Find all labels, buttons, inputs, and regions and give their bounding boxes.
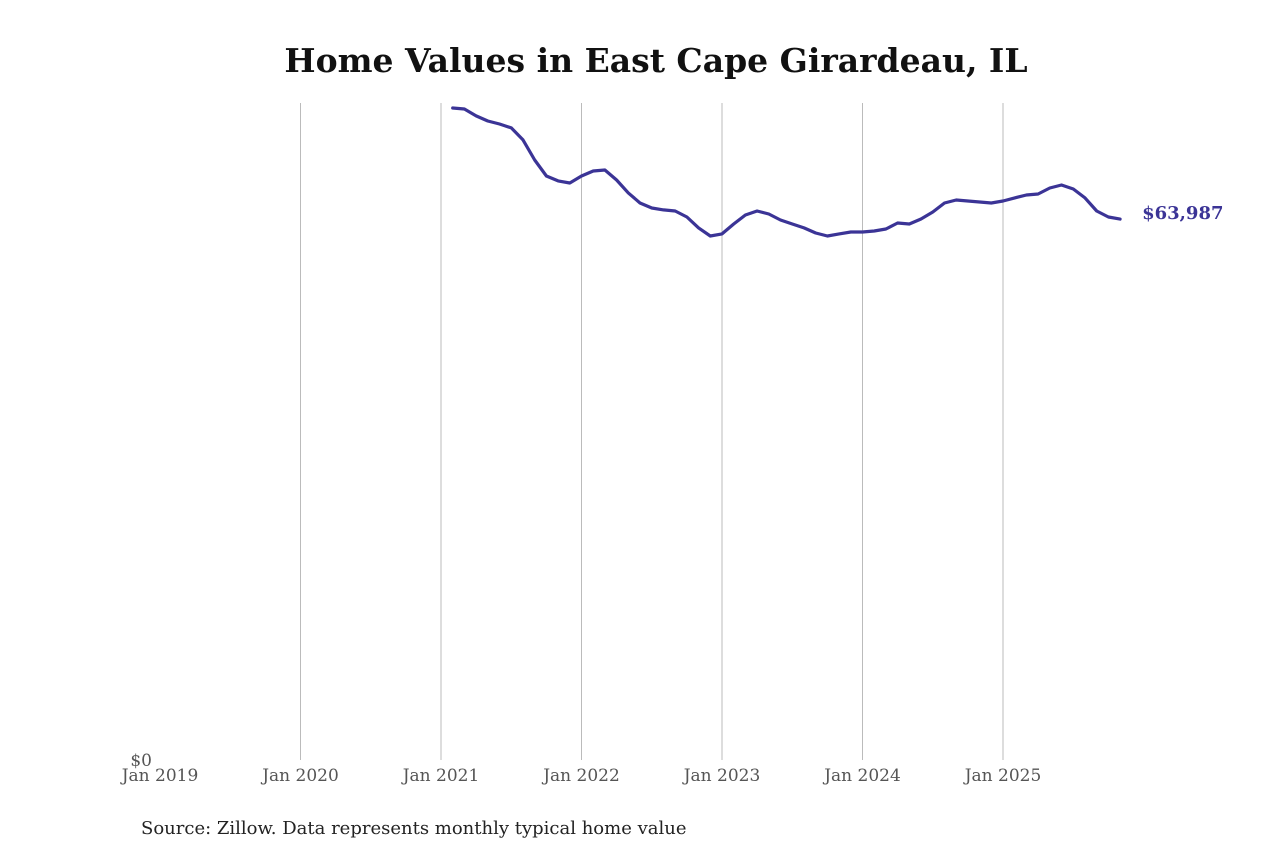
x-tick-label: Jan 2025	[963, 766, 1042, 786]
x-tick-label: Jan 2020	[260, 766, 339, 786]
series-line	[451, 106, 1122, 238]
chart-title: Home Values in East Cape Girardeau, IL	[284, 41, 1027, 80]
gridlines	[300, 103, 1004, 760]
x-axis-ticks: Jan 2019 Jan 2020 Jan 2021 Jan 2022 Jan 2023…	[120, 766, 1042, 786]
x-tick-label: Jan 2024	[822, 766, 901, 786]
x-tick-label: Jan 2023	[682, 766, 761, 786]
last-value-label: $63,987	[1142, 203, 1223, 224]
x-tick-label: Jan 2021	[401, 766, 480, 786]
x-tick-label: Jan 2022	[541, 766, 620, 786]
y-tick-label: $0	[130, 751, 152, 771]
source-note: Source: Zillow. Data represents monthly …	[141, 818, 687, 839]
x-tick-label: Jan 2019	[120, 766, 199, 786]
